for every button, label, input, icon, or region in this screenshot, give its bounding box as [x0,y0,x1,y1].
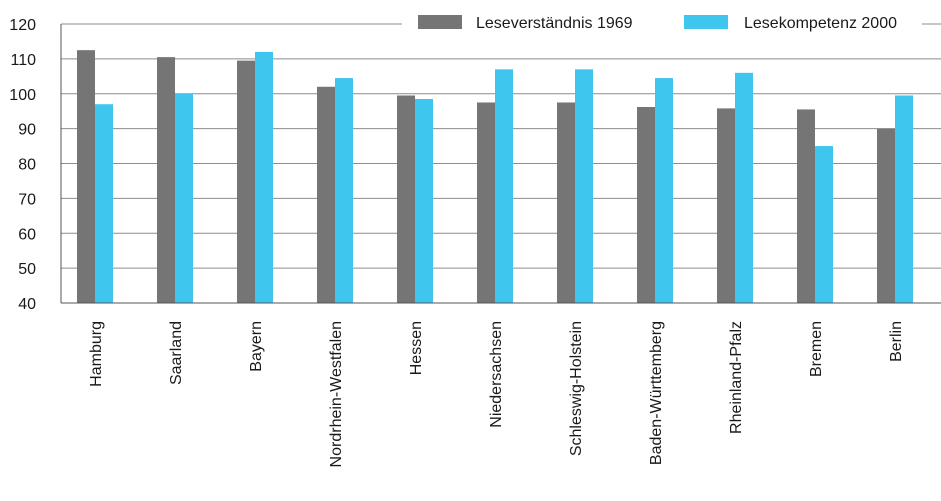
legend-label: Lesekompetenz 2000 [744,15,897,32]
category-label: Bremen [808,321,825,377]
y-tick-label: 90 [18,122,36,139]
axes [60,24,941,304]
legend: Leseverständnis 1969 Lesekompetenz 2000 [402,8,922,38]
y-tick-label: 40 [18,296,36,313]
category-label: Baden-Württemberg [648,321,665,465]
bar-leseverstaendnis-1969 [637,107,655,303]
category-label: Berlin [888,321,905,362]
bar-leseverstaendnis-1969 [397,95,415,304]
bar-lesekompetenz-2000 [335,78,353,304]
y-tick-labels: 40 50 60 70 80 90 100 110 120 [9,17,36,313]
legend-swatch [684,15,728,29]
bar-leseverstaendnis-1969 [77,50,95,303]
bar-leseverstaendnis-1969 [797,109,815,303]
y-tick-label: 50 [18,261,36,278]
bar-lesekompetenz-2000 [655,78,673,304]
bar-leseverstaendnis-1969 [237,60,255,304]
category-label: Bayern [248,321,265,372]
y-tick-label: 120 [9,17,36,34]
y-tick-label: 70 [18,191,36,208]
category-label: Nordrhein-Westfalen [328,321,345,467]
category-label: Niedersachsen [488,321,505,428]
bars [77,50,913,304]
bar-lesekompetenz-2000 [415,98,433,303]
bar-lesekompetenz-2000 [95,104,113,304]
bar-leseverstaendnis-1969 [557,102,575,303]
bar-leseverstaendnis-1969 [717,108,735,304]
y-tick-label: 80 [18,157,36,174]
legend-swatch [418,15,462,29]
bar-leseverstaendnis-1969 [157,57,175,303]
category-label: Rheinland-Pfalz [728,321,745,434]
bar-lesekompetenz-2000 [895,95,913,304]
category-label: Saarland [168,321,185,385]
bar-lesekompetenz-2000 [815,146,833,303]
category-label: Hessen [408,321,425,375]
bar-leseverstaendnis-1969 [317,86,335,304]
category-labels: Hamburg Saarland Bayern Nordrhein-Westfalen… [88,321,905,467]
bar-lesekompetenz-2000 [495,69,513,304]
bar-lesekompetenz-2000 [575,69,593,304]
bar-lesekompetenz-2000 [175,93,193,303]
bar-lesekompetenz-2000 [255,51,273,304]
category-label: Schleswig-Holstein [568,321,585,456]
bar-leseverstaendnis-1969 [477,102,495,303]
y-tick-label: 60 [18,226,36,243]
legend-background [402,8,922,38]
legend-label: Leseverständnis 1969 [476,15,633,32]
y-tick-label: 100 [9,87,36,104]
bar-lesekompetenz-2000 [735,72,753,303]
bar-leseverstaendnis-1969 [877,128,895,303]
y-tick-label: 110 [10,52,36,69]
category-label: Hamburg [88,321,105,387]
